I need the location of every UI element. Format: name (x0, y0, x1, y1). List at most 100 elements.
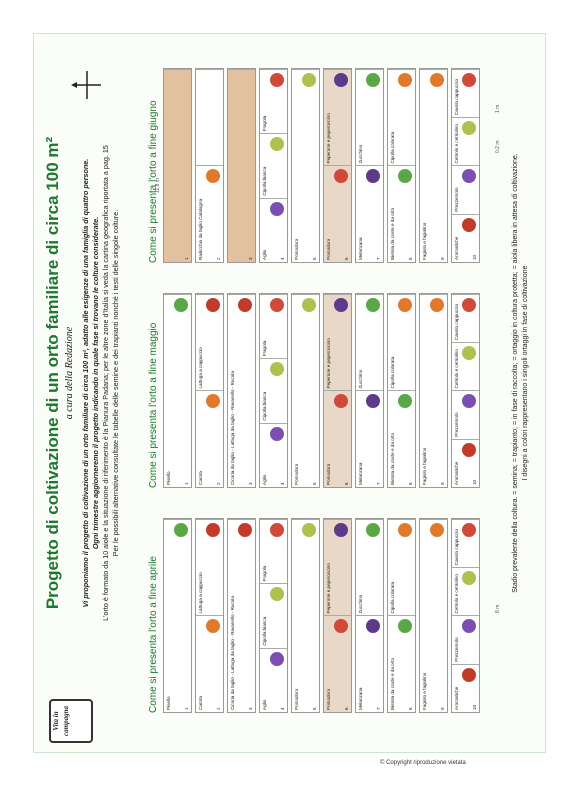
bed-number: 9 (440, 257, 445, 260)
bed-number: 8 (408, 707, 413, 710)
bed-cell: Zucchino (356, 519, 383, 616)
bed-cell: Carota (196, 390, 223, 487)
vegetable-icon (462, 73, 476, 87)
vegetable-icon (462, 121, 476, 136)
crop-label: Zucchino (358, 594, 363, 614)
crop-label: Pomodoro (294, 463, 299, 485)
bed-cell: Prezzemolo (452, 390, 479, 439)
section-title: Come si presenta l'orto a fine maggio (148, 322, 159, 488)
bed-cell (228, 69, 255, 262)
bed-number: 2 (216, 707, 221, 710)
bed-cell: Radicchio da taglio Catalogna (196, 165, 223, 262)
crop-label: Radicchio da taglio Catalogna (198, 198, 203, 260)
bed-row: Pisello 1 (163, 518, 192, 713)
vegetable-icon (270, 73, 284, 88)
bed-row: 3 (227, 68, 256, 263)
copyright: © Copyright riproduzione vietata (380, 760, 466, 766)
section-title: Come si presenta l'orto a fine aprile (148, 556, 159, 713)
vegetable-icon (334, 73, 348, 87)
vegetable-icon (270, 651, 284, 666)
crop-label: Prezzemolo (454, 187, 459, 212)
bed-row: Pomodoro 5 (291, 518, 320, 713)
bed-cell: Cavolo cappuccio (452, 294, 479, 343)
vegetable-icon (174, 298, 188, 312)
bed-cell: Lattuga a cappuccio (196, 294, 223, 391)
bed-cell: Pomodoro (292, 294, 319, 487)
crop-label: Cetriolo e cetriolino (454, 124, 459, 164)
bed-row: Pomodoro Peperone e peperoncino 6 (323, 68, 352, 263)
crop-label: Cipolla colorata (390, 131, 395, 164)
bed-row: Melanzana Zucchino 7 (355, 68, 384, 263)
dimension-width: 11,8 m (155, 178, 161, 193)
garden-grid: Pisello 1 Carota Lattuga a cappuccio 2 Cicori… (163, 293, 483, 488)
bed-row: Pomodoro 5 (291, 68, 320, 263)
crop-label: Bietola da coste e da orto (390, 657, 395, 710)
crop-label: Zucchino (358, 144, 363, 164)
bed-number: 7 (376, 482, 381, 485)
bed-number: 3 (248, 707, 253, 710)
bed-number: 4 (280, 257, 285, 260)
bed-cell: Bietola da coste e da orto (388, 165, 415, 262)
page-subtitle: a cura della Redazione (64, 326, 75, 420)
bed-cell: Fragola (260, 69, 287, 134)
vegetable-icon (206, 523, 220, 537)
vegetable-icon (334, 523, 348, 537)
crop-label: Cipolla bianca (262, 616, 267, 646)
bed-row: Pomodoro Peperone e peperoncino 6 (323, 293, 352, 488)
crop-label: Cavolo cappuccio (454, 528, 459, 566)
bed-row: Aromatiche Prezzemolo Cetriolo e cetriolin… (451, 68, 480, 263)
bed-cell (164, 69, 191, 262)
bed-cell: Peperone e peperoncino (324, 69, 351, 166)
bed-number: 2 (216, 482, 221, 485)
intro-line-1: Vi proponiamo il progetto di coltivazion… (81, 158, 90, 608)
bed-cell: Melanzana (356, 390, 383, 487)
vegetable-icon (302, 73, 316, 87)
bed-cell: Cetriolo e cetriolino (452, 342, 479, 391)
crop-label: Carota (198, 696, 203, 710)
crop-label: Cicoria da taglio - Lattuga da taglio - … (230, 371, 235, 485)
dimension-path-a: 0,2 m (495, 140, 501, 153)
crop-label: Pisello (166, 471, 171, 485)
bed-number: 8 (408, 257, 413, 260)
crop-label: Aglio (262, 249, 267, 260)
bed-number: 6 (344, 257, 349, 260)
bed-cell: Pomodoro (324, 165, 351, 262)
dimension-length: 8 m (495, 604, 501, 613)
crop-label: Prezzemolo (454, 637, 459, 662)
crop-label: Fagiolo e fagiolino (422, 222, 427, 260)
bed-cell: Pomodoro (292, 69, 319, 262)
bed-cell: Fragola (260, 519, 287, 584)
legend-line-1: Stadio prevalente della coltura. = semin… (512, 153, 519, 593)
vegetable-icon (270, 426, 284, 441)
crop-label: Melanzana (358, 462, 363, 485)
crop-label: Aromatiche (454, 236, 459, 260)
bed-cell: Zucchino (356, 294, 383, 391)
vegetable-icon (206, 169, 220, 184)
vegetable-icon (334, 619, 348, 634)
bed-number: 1 (184, 707, 189, 710)
vegetable-icon (398, 298, 412, 312)
legend: Stadio prevalente della coltura. = semin… (511, 113, 531, 633)
crop-label: Cicoria da taglio - Lattuga da taglio - … (230, 596, 235, 710)
bed-row: Melanzana Zucchino 7 (355, 518, 384, 713)
vegetable-icon (398, 73, 412, 87)
bed-row: Fagiolo e fagiolino 9 (419, 293, 448, 488)
vegetable-icon (366, 73, 380, 87)
crop-label: Lattuga a cappuccio (198, 572, 203, 614)
crop-label: Pomodoro (326, 688, 331, 710)
vegetable-icon (462, 169, 476, 184)
bed-cell: Cavolo cappuccio (452, 69, 479, 118)
crop-label: Pisello (166, 696, 171, 710)
bed-cell: Cipolla colorata (388, 519, 415, 616)
bed-cell: Peperone e peperoncino (324, 294, 351, 391)
crop-label: Peperone e peperoncino (326, 338, 331, 389)
crop-label: Fragola (262, 115, 267, 132)
vegetable-icon (238, 523, 252, 537)
bed-number: 1 (184, 482, 189, 485)
vegetable-icon (302, 298, 316, 312)
crop-label: Lattuga a cappuccio (198, 347, 203, 389)
crop-label: Fragola (262, 340, 267, 357)
vegetable-icon (462, 346, 476, 361)
bed-cell: Bietola da coste e da orto (388, 615, 415, 712)
bed-cell: Bietola da coste e da orto (388, 390, 415, 487)
